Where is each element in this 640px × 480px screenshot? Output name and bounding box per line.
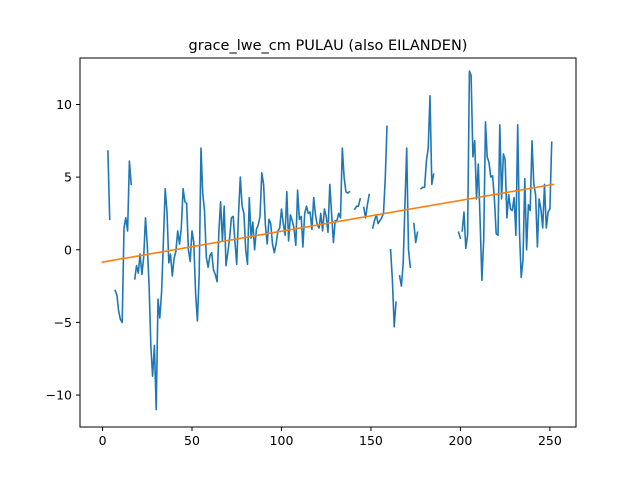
x-axis: 0 50 100 150 200 250 [99,427,562,448]
data-line-segment-9 [419,95,435,190]
x-tick-label: 100 [270,433,294,448]
x-tick-label: 200 [448,433,472,448]
data-line-segment-5 [371,125,388,229]
data-line-segment-1 [114,160,133,324]
data-line-segment-10 [457,231,462,240]
data-line-segment-3 [353,197,362,211]
data-line-segment-7 [398,147,412,287]
data-line-segment-0 [107,150,111,221]
y-tick-label: 5 [64,170,72,185]
y-tick-label: −10 [46,388,72,403]
y-tick-label: 0 [64,242,72,257]
x-tick-label: 50 [184,433,200,448]
chart-title: grace_lwe_cm PULAU (also EILANDEN) [189,38,468,54]
plot-area [101,70,555,411]
data-line-segment-2 [133,147,351,411]
data-line-segment-8 [413,222,419,244]
x-tick-label: 150 [359,433,383,448]
y-tick-label: −5 [54,315,72,330]
axes-frame [79,57,577,428]
y-axis: −10 −5 0 5 10 [46,97,80,403]
data-line-segment-11 [461,70,553,282]
data-line-segment-4 [362,193,371,219]
x-tick-label: 250 [538,433,562,448]
data-line-segment-6 [389,248,397,328]
y-tick-label: 10 [56,97,72,112]
x-tick-label: 0 [99,433,107,448]
trend-line-0 [101,183,555,264]
